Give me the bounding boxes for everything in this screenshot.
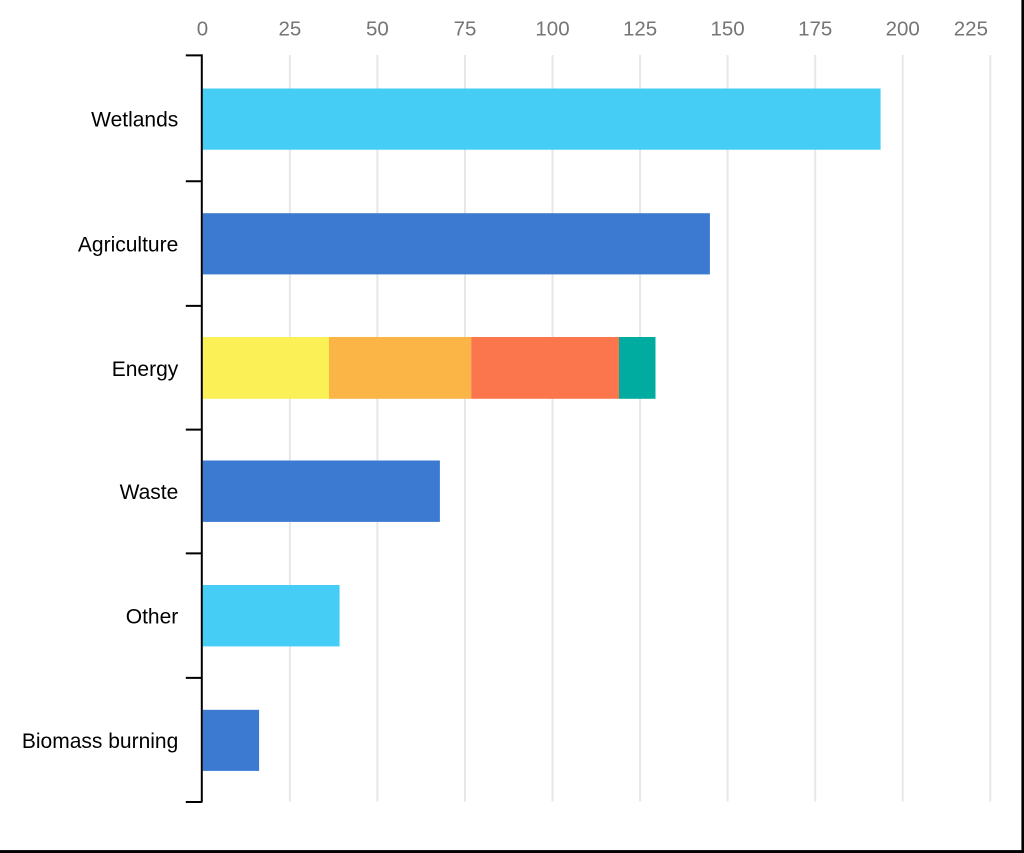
svg-text:50: 50 xyxy=(366,18,389,41)
svg-text:25: 25 xyxy=(278,18,301,41)
svg-text:Agriculture: Agriculture xyxy=(78,233,178,256)
svg-text:225: 225 xyxy=(954,18,988,41)
svg-text:100: 100 xyxy=(535,18,569,41)
svg-text:175: 175 xyxy=(798,18,832,41)
svg-text:125: 125 xyxy=(623,18,657,41)
svg-text:Other: Other xyxy=(126,605,179,628)
svg-text:200: 200 xyxy=(886,18,920,41)
svg-text:Wetlands: Wetlands xyxy=(91,109,178,132)
svg-text:Biomass burning: Biomass burning xyxy=(22,730,178,753)
svg-text:Waste: Waste xyxy=(120,481,179,504)
svg-text:150: 150 xyxy=(710,18,744,41)
svg-text:75: 75 xyxy=(454,18,477,41)
svg-text:Energy: Energy xyxy=(112,358,179,381)
svg-text:0: 0 xyxy=(197,18,208,41)
